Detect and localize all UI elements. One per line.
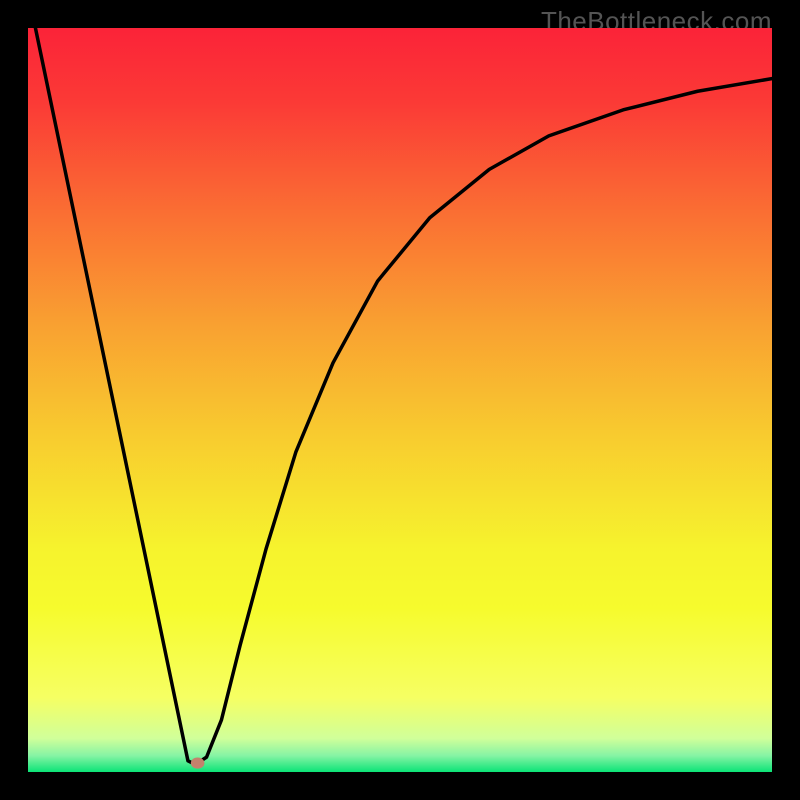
gradient-background	[28, 28, 772, 772]
plot-area	[28, 28, 772, 772]
plot-svg	[28, 28, 772, 772]
chart-container: TheBottleneck.com	[0, 0, 800, 800]
minimum-marker	[191, 757, 205, 768]
